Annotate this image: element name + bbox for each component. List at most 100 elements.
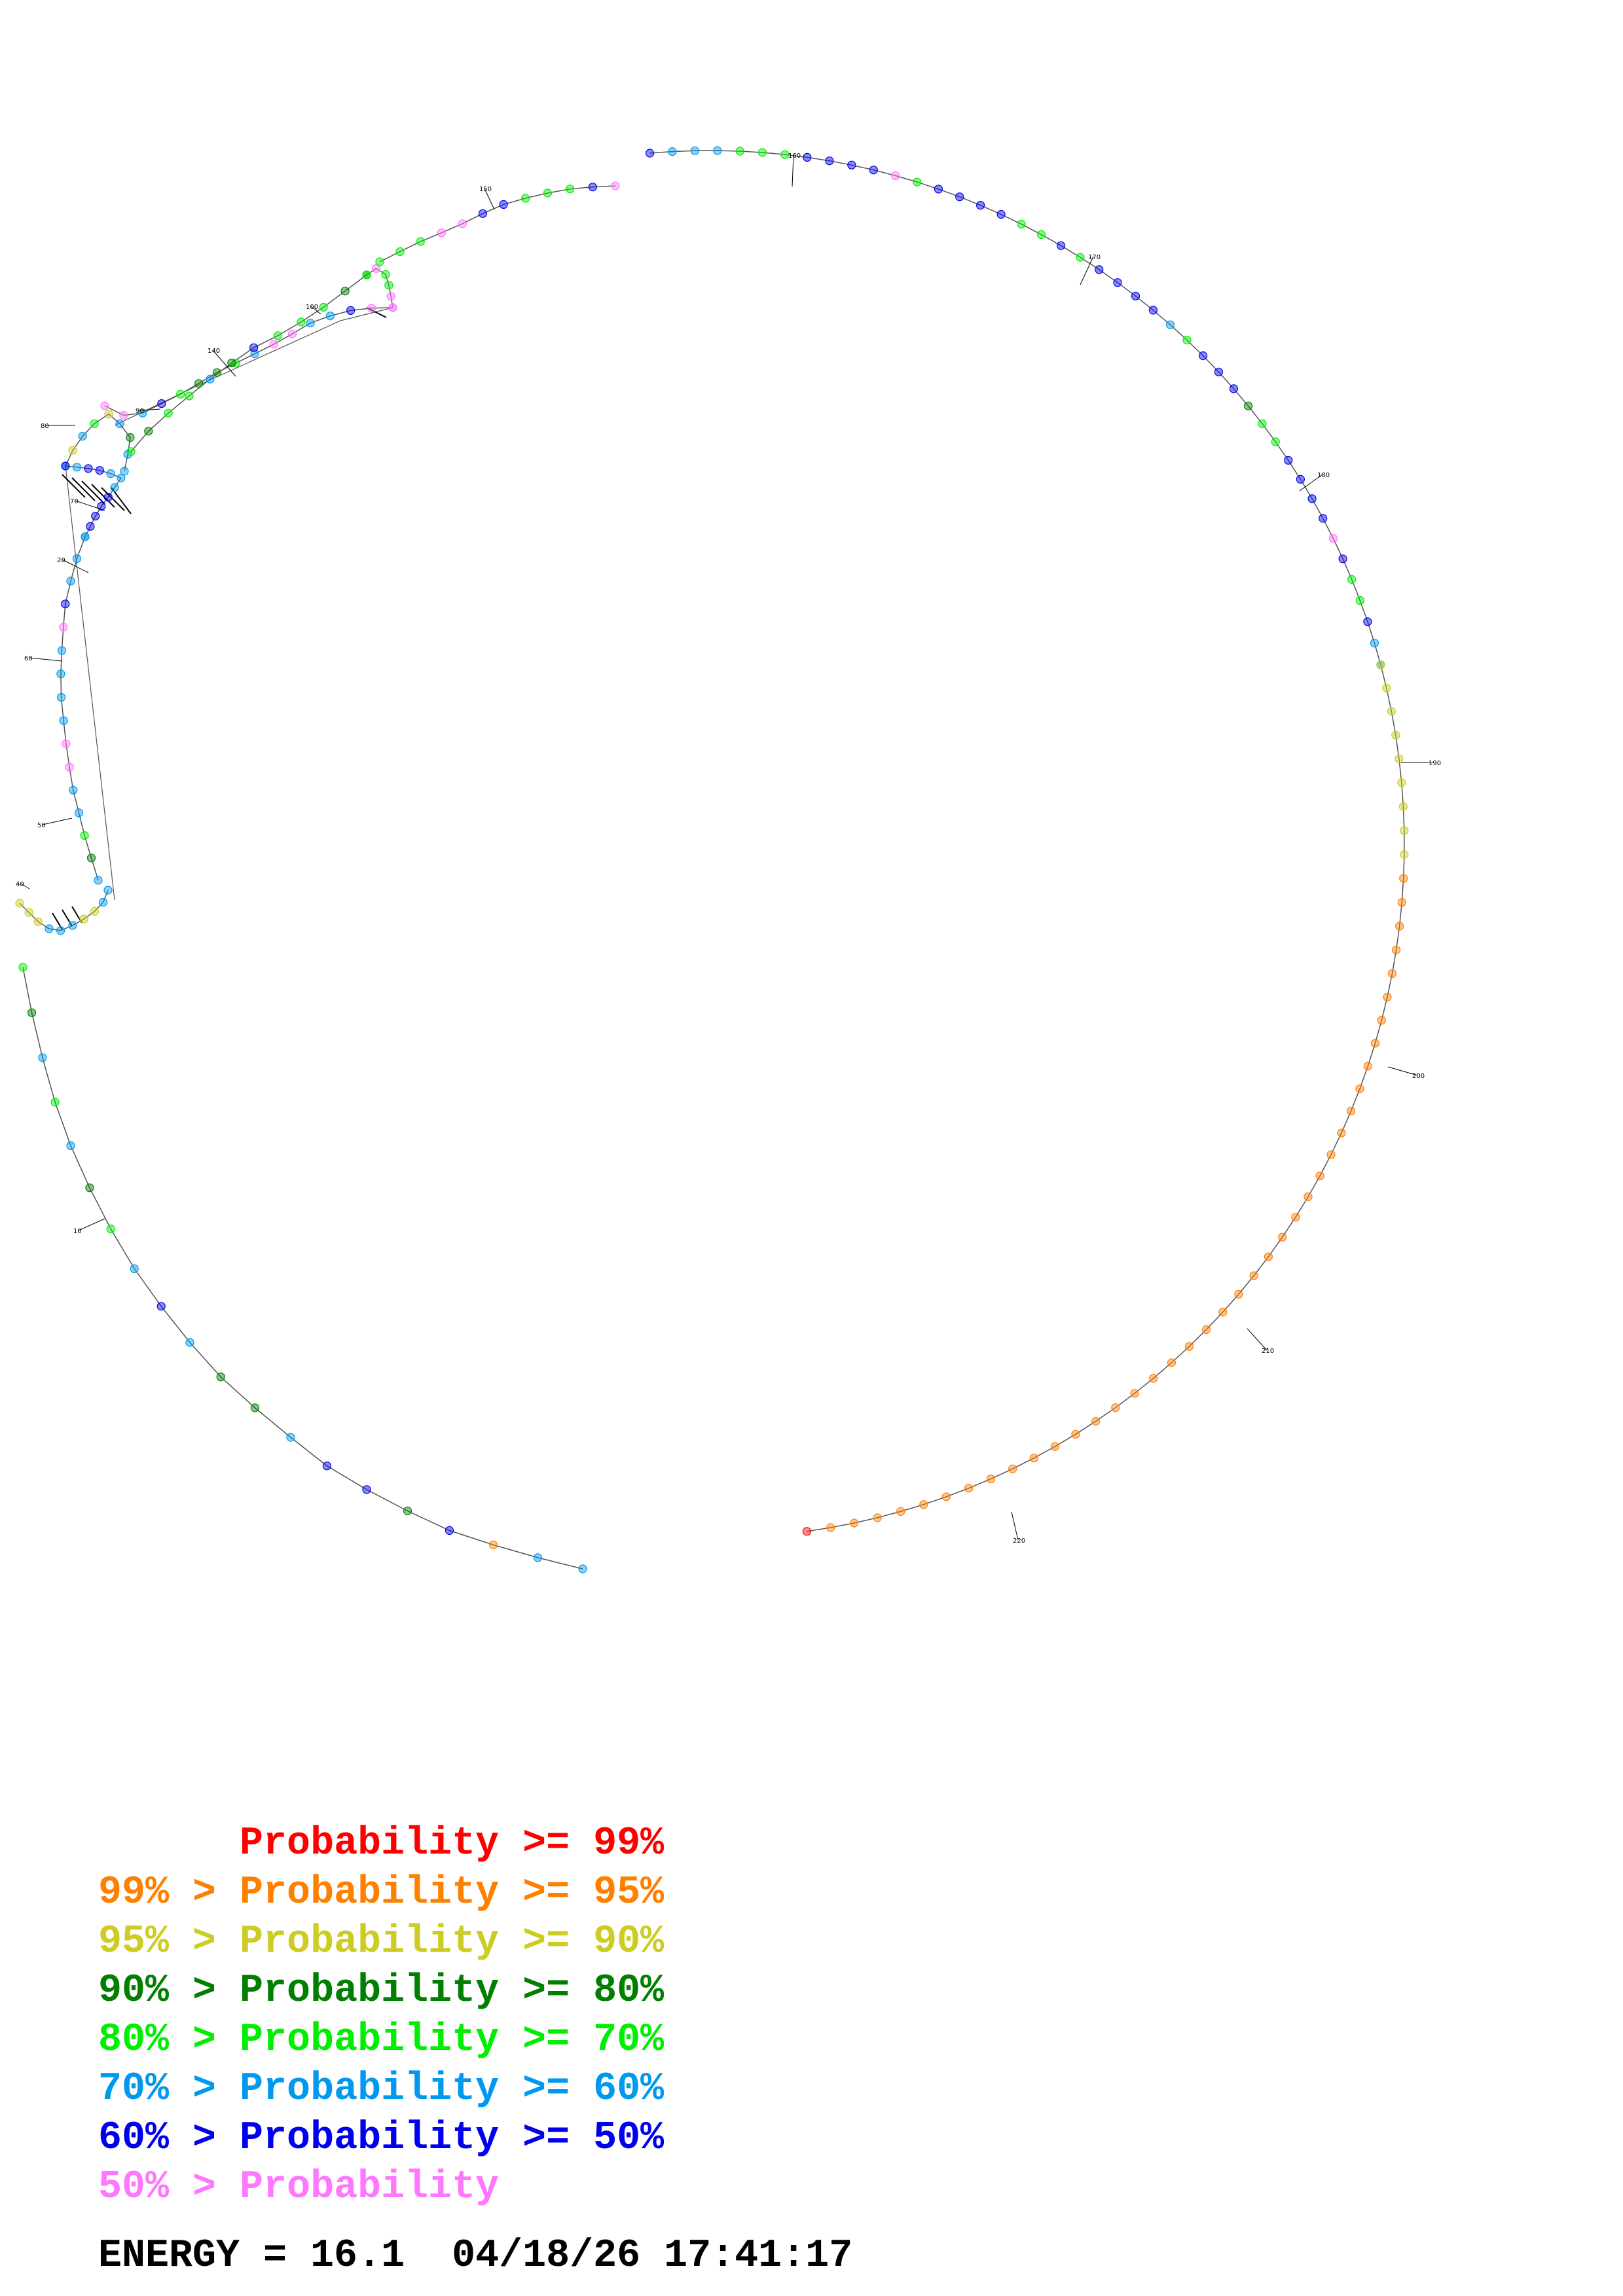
nucleotide xyxy=(588,183,597,192)
base-pair xyxy=(366,307,387,318)
nucleotide xyxy=(873,1513,882,1522)
nucleotide xyxy=(62,739,71,749)
nucleotide xyxy=(803,152,812,162)
legend-label: Probability >= 90% xyxy=(240,1920,665,1964)
nucleotide xyxy=(1249,1271,1258,1280)
nucleotide xyxy=(1363,1062,1372,1071)
legend-row: 99% > Probability >= 95% xyxy=(98,1869,664,1918)
nucleotide xyxy=(24,908,33,917)
position-tick xyxy=(1247,1328,1267,1351)
backbone-segment xyxy=(366,268,393,308)
nucleotide xyxy=(103,492,113,502)
nucleotide xyxy=(56,692,66,702)
nucleotide xyxy=(1370,638,1379,648)
position-tick xyxy=(78,1218,105,1231)
rna-structure-diagram: 10 20 40 50 60 70 80 90 100 140 150 160 170 180 190 200… xyxy=(15,146,1441,1573)
nucleotide xyxy=(1383,992,1392,1001)
nucleotide xyxy=(15,899,24,908)
nucleotide xyxy=(144,427,153,436)
timestamp: 04/18/26 17:41:17 xyxy=(452,2234,853,2278)
nucleotide xyxy=(18,963,27,972)
nucleotide xyxy=(74,808,84,817)
nucleotide xyxy=(1234,1289,1243,1299)
nucleotide xyxy=(106,469,115,478)
nucleotide xyxy=(1264,1252,1273,1261)
nucleotide xyxy=(185,391,194,401)
backbone xyxy=(19,150,1405,1570)
backbone-segment xyxy=(104,307,393,416)
legend-prefix xyxy=(98,1821,240,1866)
position-tick xyxy=(212,350,236,377)
nucleotide xyxy=(849,1518,859,1528)
nucleotide xyxy=(1214,367,1224,376)
position-label: 40 xyxy=(16,881,24,888)
nucleotide xyxy=(212,368,221,377)
nucleotide xyxy=(319,302,328,312)
nucleotide xyxy=(1095,265,1104,274)
nucleotide xyxy=(185,1338,194,1347)
nucleotide xyxy=(1243,401,1253,410)
nucleotide xyxy=(286,1433,295,1442)
nucleotide xyxy=(802,1527,812,1536)
nucleotide xyxy=(78,431,87,441)
position-tick xyxy=(29,657,63,662)
nucleotide xyxy=(120,467,129,476)
legend-label: Probability >= 95% xyxy=(240,1871,665,1915)
position-tick xyxy=(42,817,73,825)
nucleotide xyxy=(896,1507,905,1516)
nucleotide xyxy=(941,1492,951,1501)
position-label: 210 xyxy=(1262,1348,1274,1355)
nucleotide xyxy=(59,716,68,725)
nucleotide xyxy=(72,554,82,564)
nucleotide xyxy=(66,577,75,586)
position-label: 70 xyxy=(70,498,79,505)
nucleotide xyxy=(1392,945,1401,954)
backbone-segment xyxy=(649,150,1381,665)
nucleotide xyxy=(458,219,467,228)
position-label: 60 xyxy=(24,655,33,662)
nucleotide xyxy=(913,177,922,187)
nucleotide xyxy=(825,156,834,166)
nucleotide xyxy=(445,1526,454,1535)
legend-prefix: 60% > xyxy=(98,2116,240,2161)
nucleotide xyxy=(964,1484,974,1493)
base-pair xyxy=(101,487,125,511)
nucleotide xyxy=(81,532,90,541)
nucleotide xyxy=(99,897,108,907)
nucleotide xyxy=(72,463,82,472)
nucleotide xyxy=(250,1403,259,1412)
base-pair xyxy=(71,477,96,501)
nucleotide xyxy=(996,209,1006,219)
nucleotide xyxy=(27,1008,37,1017)
nucleotide xyxy=(1076,253,1085,262)
nucleotide xyxy=(1377,1016,1386,1025)
nucleotide xyxy=(206,374,215,384)
nucleotide xyxy=(216,1372,225,1382)
backbone-segment xyxy=(22,967,583,1570)
position-label: 90 xyxy=(136,408,144,415)
legend-prefix: 90% > xyxy=(98,1969,240,2013)
nucleotide xyxy=(386,292,395,301)
nucleotide xyxy=(69,785,78,795)
nucleotide xyxy=(1050,1442,1060,1451)
nucleotide xyxy=(1201,1325,1211,1335)
nucleotide xyxy=(713,146,722,155)
base-pair xyxy=(62,474,86,498)
base-pair xyxy=(91,484,115,508)
backbone-segment xyxy=(379,185,616,262)
nucleotide xyxy=(934,185,943,194)
nucleotide xyxy=(1056,241,1066,250)
nucleotide xyxy=(85,1183,94,1193)
nucleotide xyxy=(138,408,147,418)
nucleotide xyxy=(65,762,74,772)
legend-label: Probability xyxy=(240,2165,500,2210)
nucleotide xyxy=(126,447,136,456)
nucleotide xyxy=(90,419,99,428)
base-pair xyxy=(81,480,105,505)
position-tick xyxy=(1387,1066,1418,1076)
nucleotide xyxy=(1091,1416,1101,1426)
base-pairs xyxy=(52,307,387,930)
nucleotide xyxy=(1376,660,1385,670)
legend-row: 90% > Probability >= 80% xyxy=(98,1967,664,2016)
nucleotide xyxy=(367,304,376,313)
